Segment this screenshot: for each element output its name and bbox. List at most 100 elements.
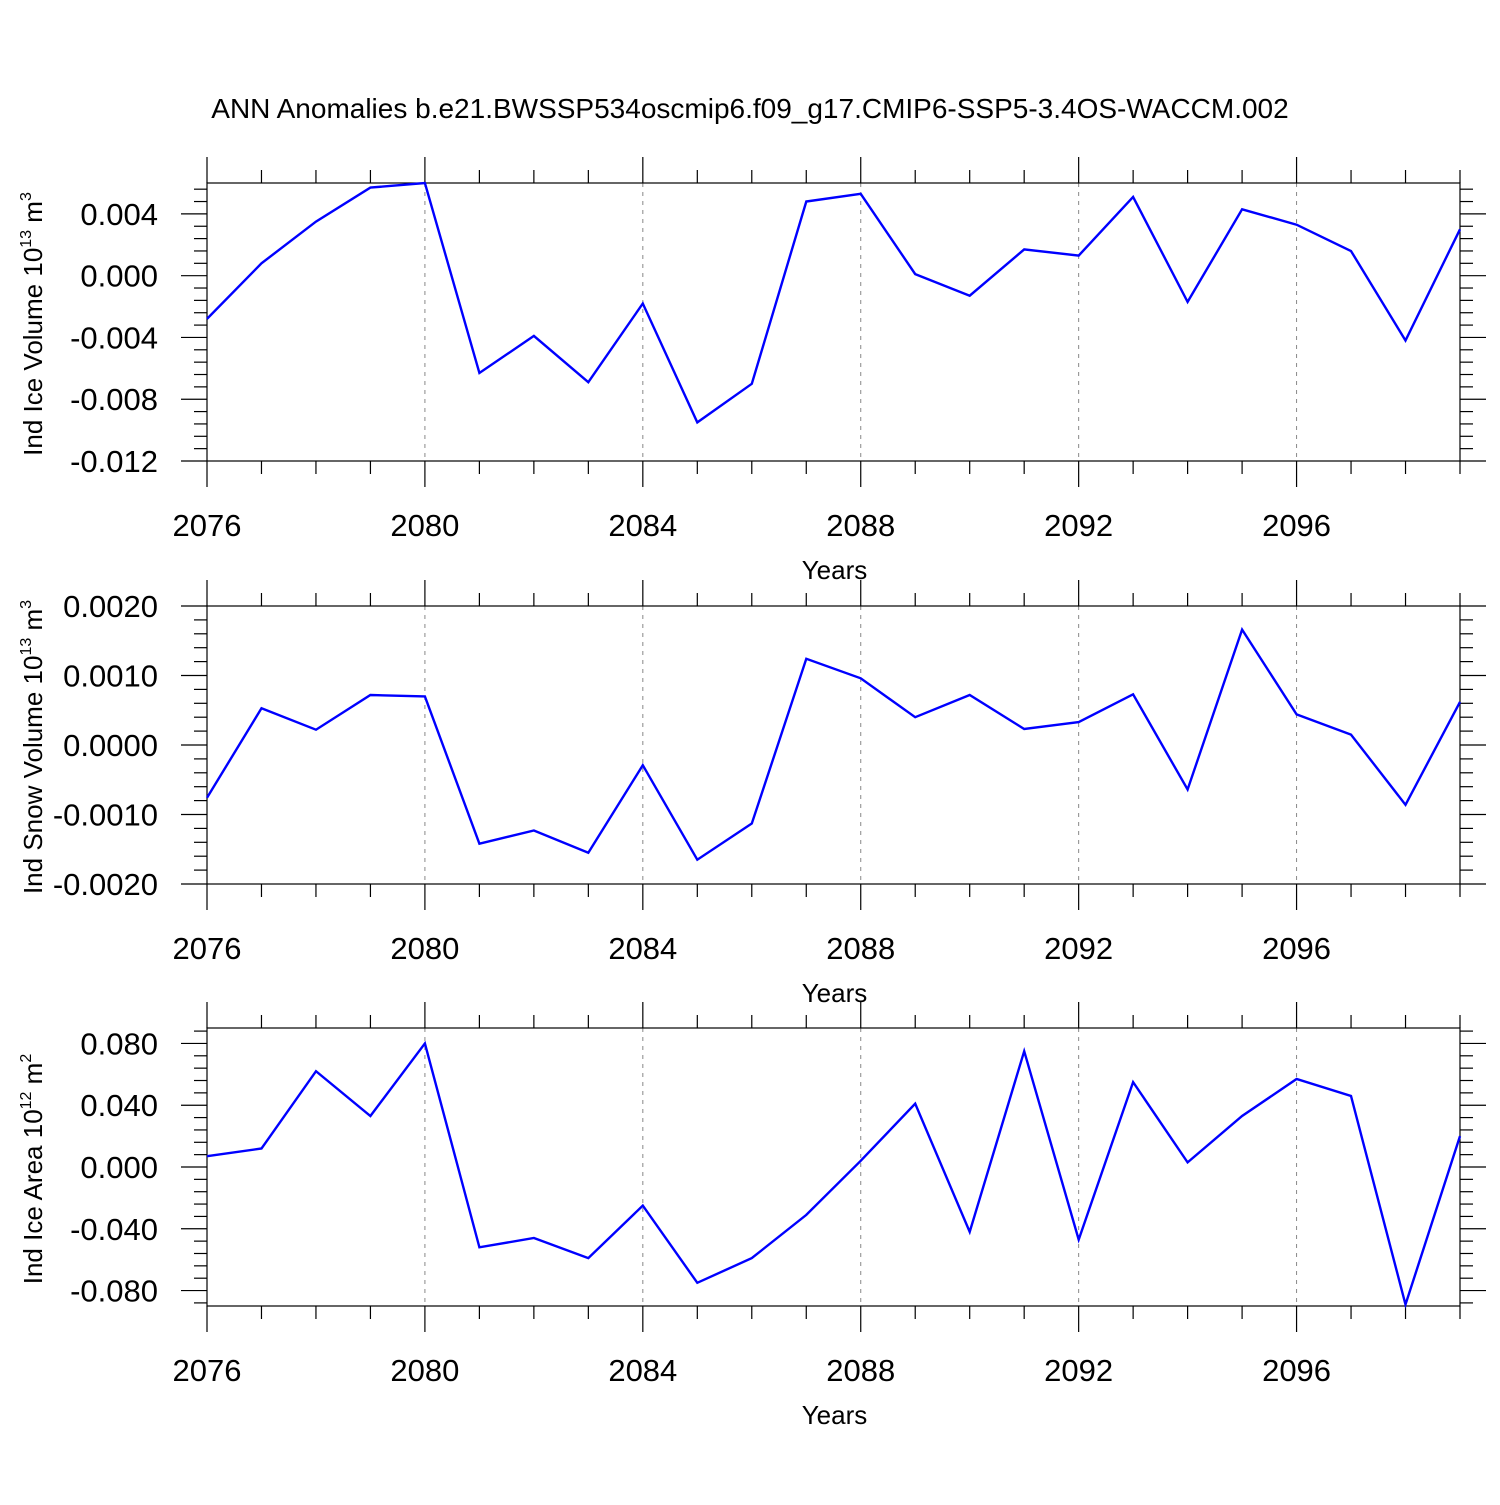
data-point: [1186, 301, 1188, 303]
data-point: [642, 302, 644, 304]
data-point: [1186, 1161, 1188, 1163]
x-tick-label: 2096: [1262, 508, 1331, 543]
data-point: [1350, 733, 1352, 735]
data-point: [1404, 1303, 1406, 1305]
y-tick-label: 0.000: [80, 1150, 158, 1185]
data-point: [260, 707, 262, 709]
y-tick-label: 0.040: [80, 1088, 158, 1123]
x-tick-label: 2092: [1044, 508, 1113, 543]
data-point: [860, 677, 862, 679]
y-tick-label: 0.0010: [63, 659, 158, 694]
y-axis-label: Ind Ice Area 1012 m2: [18, 1054, 48, 1285]
data-point: [206, 1155, 208, 1157]
x-tick-label: 2088: [826, 508, 895, 543]
data-point: [805, 1214, 807, 1216]
data-point: [315, 1070, 317, 1072]
data-point: [1077, 254, 1079, 256]
data-point: [533, 829, 535, 831]
y-axis-label-part: m: [18, 201, 48, 230]
data-point: [751, 1257, 753, 1259]
x-tick-label: 2076: [173, 931, 242, 966]
panel-2: -0.0020 -0.0010 0.0000 0.0010 0.0020 2076 2080…: [18, 580, 1486, 1008]
data-point: [751, 383, 753, 385]
data-point: [914, 273, 916, 275]
y-axis-label-part: 12: [18, 1091, 35, 1109]
y-tick-label: -0.0020: [53, 867, 158, 902]
data-point: [1295, 1078, 1297, 1080]
data-point: [1350, 250, 1352, 252]
y-axis-label-part: 3: [18, 192, 35, 201]
y-axis-label-part: Ind Ice Volume 10: [18, 248, 48, 456]
data-point: [1023, 248, 1025, 250]
x-tick-label: 2084: [608, 931, 677, 966]
data-point: [1077, 1238, 1079, 1240]
y-axis-label-part: 13: [18, 230, 35, 248]
data-point: [914, 716, 916, 718]
data-point: [478, 372, 480, 374]
data-point: [1295, 224, 1297, 226]
data-point: [751, 822, 753, 824]
data-point: [206, 797, 208, 799]
y-tick-label: 0.000: [80, 259, 158, 294]
x-tick-label: 2080: [390, 508, 459, 543]
y-tick-label: -0.040: [70, 1212, 158, 1247]
data-point: [315, 729, 317, 731]
data-point: [1295, 713, 1297, 715]
y-axis-label-part: Ind Snow Volume 10: [18, 656, 48, 895]
data-point: [1132, 196, 1134, 198]
y-axis-label-part: m: [18, 609, 48, 638]
data-point: [1132, 693, 1134, 695]
series-line: [206, 1040, 1462, 1309]
data-point: [860, 1160, 862, 1162]
y-tick-label: 0.004: [80, 197, 158, 232]
x-tick-label: 2092: [1044, 1353, 1113, 1388]
x-tick-label: 2080: [390, 931, 459, 966]
x-tick-label: 2096: [1262, 1353, 1331, 1388]
data-point: [696, 1282, 698, 1284]
data-point: [805, 200, 807, 202]
data-point: [1077, 721, 1079, 723]
data-point: [1404, 804, 1406, 806]
x-tick-label: 2084: [608, 508, 677, 543]
data-point: [1241, 208, 1243, 210]
data-point: [968, 694, 970, 696]
data-point: [1459, 701, 1461, 703]
y-tick-label: -0.080: [70, 1274, 158, 1309]
data-point: [369, 694, 371, 696]
data-point: [587, 852, 589, 854]
data-point: [424, 695, 426, 697]
y-tick-label: -0.008: [70, 382, 158, 417]
data-point: [533, 335, 535, 337]
series-line: [205, 626, 1462, 862]
x-tick-label: 2084: [608, 1353, 677, 1388]
y-tick-label: 0.0000: [63, 728, 158, 763]
panel-1: -0.012 -0.008 -0.004 0.000 0.004 2076 2080 2084…: [18, 157, 1486, 585]
data-point: [968, 1231, 970, 1233]
data-point: [206, 318, 208, 320]
x-axis-label: Years: [802, 555, 868, 585]
data-point: [642, 764, 644, 766]
data-point: [424, 1042, 426, 1044]
data-point: [478, 1246, 480, 1248]
x-tick-label: 2080: [390, 1353, 459, 1388]
y-axis-label-part: 2: [18, 1054, 35, 1063]
x-axis-label: Years: [802, 1400, 868, 1430]
y-axis-label: Ind Snow Volume 1013 m3: [18, 600, 48, 894]
data-point: [587, 381, 589, 383]
data-point: [1023, 1050, 1025, 1052]
y-tick-label: 0.080: [80, 1026, 158, 1061]
x-tick-label: 2096: [1262, 931, 1331, 966]
data-point: [587, 1257, 589, 1259]
data-point: [696, 421, 698, 423]
data-point: [696, 858, 698, 860]
y-axis-label-part: 3: [18, 600, 35, 609]
y-tick-label: 0.0020: [63, 589, 158, 624]
y-tick-label: -0.004: [70, 320, 158, 355]
series-line: [206, 181, 1462, 425]
data-point: [860, 193, 862, 195]
data-point: [1023, 728, 1025, 730]
panel-3: -0.080 -0.040 0.000 0.040 0.080 2076 2080 2084 2…: [18, 1002, 1486, 1430]
data-point: [260, 262, 262, 264]
